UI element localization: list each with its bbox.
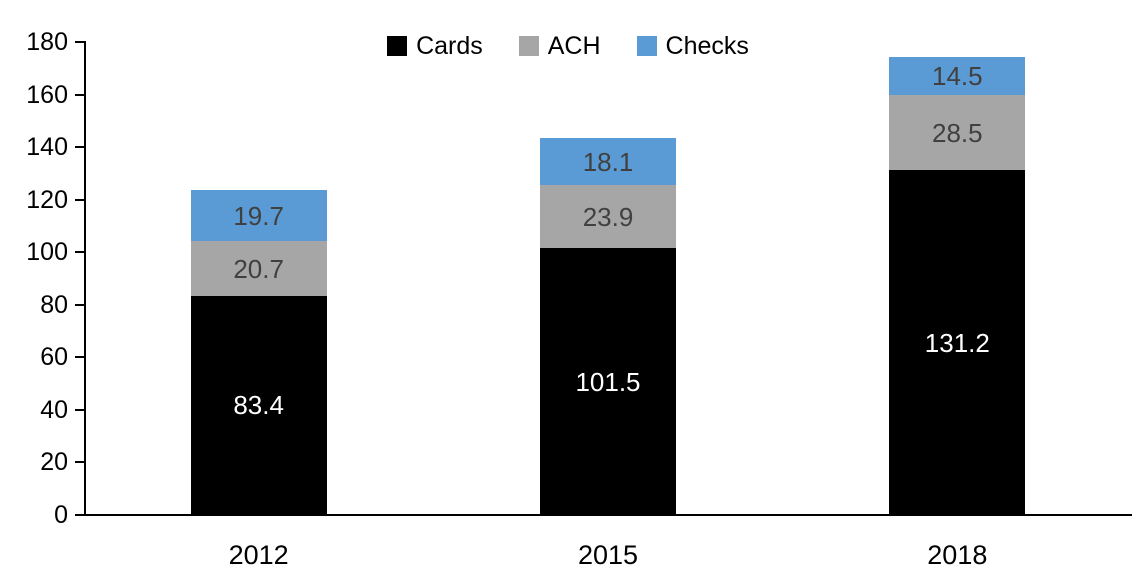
y-tick-label: 40: [40, 395, 68, 424]
y-tick-mark: [75, 41, 84, 43]
y-tick-mark: [75, 198, 84, 201]
y-tick-label: 0: [54, 501, 68, 529]
bar-segment-checks: [540, 137, 676, 186]
bar-segment-ach: [889, 95, 1026, 171]
bar-value-label: 20.7: [233, 253, 284, 284]
bar-value-label: 131.2: [924, 327, 990, 358]
y-tick-mark: [75, 303, 84, 306]
bar-value-label: 23.9: [582, 201, 634, 232]
legend-item-ach: ACH: [518, 32, 601, 60]
bar-segment-checks: [190, 189, 327, 242]
y-tick-mark: [75, 514, 84, 516]
legend-swatch-cards: [387, 36, 408, 56]
bar-value-label: 19.7: [233, 200, 284, 231]
y-tick-mark: [75, 146, 84, 149]
legend-label: Cards: [416, 32, 483, 60]
legend-swatch-ach: [518, 36, 539, 56]
bar-segment-ach: [190, 241, 327, 296]
y-tick-label: 60: [40, 343, 68, 372]
x-tick-label: 2018: [927, 540, 988, 570]
bar-segment-cards: [889, 170, 1026, 515]
bar-segment-cards: [540, 248, 676, 515]
legend-item-checks: Checks: [636, 32, 749, 60]
x-tick-label: 2012: [228, 540, 289, 570]
y-tick-label: 120: [26, 185, 68, 214]
y-tick-label: 160: [26, 80, 68, 109]
y-tick-label: 80: [40, 290, 68, 319]
bar-value-label: 28.5: [932, 117, 983, 148]
bar-value-label: 83.4: [233, 390, 284, 421]
x-tick-label: 2015: [577, 540, 639, 570]
bar-value-label: 14.5: [932, 61, 983, 92]
y-axis-line: [84, 41, 86, 516]
bar-value-label: 18.1: [582, 146, 634, 177]
y-tick-mark: [75, 356, 84, 359]
legend-label: Checks: [665, 32, 749, 60]
y-tick-label: 140: [26, 133, 68, 162]
y-tick-mark: [75, 408, 84, 411]
y-tick-mark: [75, 93, 84, 96]
bar-segment-cards: [190, 295, 327, 515]
bar-value-label: 101.5: [575, 366, 641, 397]
bar-segment-checks: [889, 57, 1026, 96]
y-tick-label: 180: [26, 28, 68, 56]
y-tick-mark: [75, 461, 84, 464]
x-axis-line: [75, 514, 1132, 516]
legend-swatch-checks: [636, 36, 657, 56]
legend-label: ACH: [547, 32, 601, 60]
chart-legend: Cards ACH Checks: [0, 32, 1136, 60]
y-tick-mark: [75, 251, 84, 254]
y-tick-label: 100: [26, 238, 68, 267]
y-tick-label: 20: [40, 448, 68, 477]
bar-segment-ach: [540, 185, 676, 249]
legend-item-cards: Cards: [387, 32, 483, 60]
